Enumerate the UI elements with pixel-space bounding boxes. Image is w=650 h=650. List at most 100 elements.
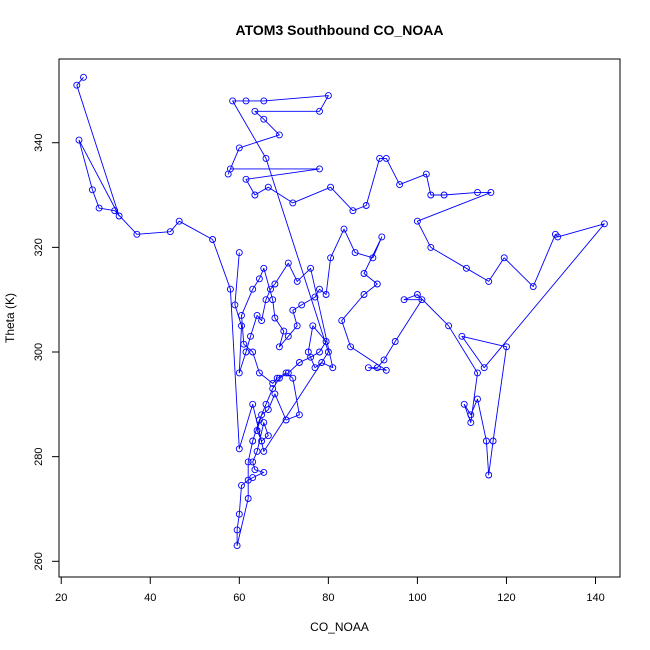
data-point <box>242 175 250 183</box>
x-axis-label: CO_NOAA <box>310 620 369 634</box>
x-tick-label: 140 <box>586 592 604 604</box>
data-point <box>362 202 370 209</box>
data-point <box>258 437 266 445</box>
data-point <box>271 280 279 288</box>
data-point <box>503 343 510 351</box>
data-point <box>255 369 263 377</box>
data-point <box>235 510 243 518</box>
data-point <box>316 107 323 115</box>
data-point <box>324 92 332 100</box>
data-point <box>80 73 87 81</box>
data-point <box>260 97 268 105</box>
data-point <box>474 395 481 403</box>
data-point <box>440 191 448 199</box>
data-point <box>166 228 174 236</box>
series-line <box>76 77 605 547</box>
data-point <box>400 296 408 304</box>
y-tick-label: 340 <box>33 134 45 152</box>
data-point <box>284 369 292 377</box>
data-point <box>289 306 297 314</box>
series-points <box>73 73 608 550</box>
data-point <box>73 81 81 89</box>
data-point <box>175 217 183 225</box>
data-point <box>467 419 475 427</box>
data-point <box>427 191 435 199</box>
data-point <box>340 225 348 233</box>
data-point <box>327 183 335 191</box>
data-point <box>233 526 241 534</box>
data-point <box>88 186 96 194</box>
data-point <box>249 458 257 466</box>
data-point <box>369 254 377 262</box>
x-tick-label: 40 <box>144 592 156 604</box>
x-tick-label: 120 <box>497 592 515 604</box>
data-point <box>329 364 337 372</box>
data-point <box>260 115 268 123</box>
y-tick-label: 260 <box>33 552 45 570</box>
data-point <box>262 154 270 162</box>
data-point <box>529 283 537 291</box>
data-point <box>271 314 279 322</box>
data-point <box>360 270 368 277</box>
data-point <box>244 495 252 502</box>
data-point <box>269 296 277 304</box>
data-point <box>489 437 497 445</box>
x-tick-label: 100 <box>408 592 426 604</box>
y-axis: 260 280 300 320 340 <box>33 134 60 570</box>
data-point <box>554 233 562 241</box>
data-point <box>275 374 283 382</box>
data-point <box>133 230 141 238</box>
data-point <box>485 277 493 285</box>
data-point <box>309 322 317 330</box>
data-point <box>238 311 245 319</box>
data-point <box>327 254 335 262</box>
data-point <box>275 343 283 351</box>
data-point <box>235 249 243 257</box>
data-point <box>485 471 493 479</box>
data-point <box>467 411 475 419</box>
y-axis-label: Theta (K) <box>3 293 17 343</box>
data-point <box>253 427 261 434</box>
data-point <box>255 416 263 424</box>
data-point <box>282 369 290 377</box>
series-lines <box>76 77 605 547</box>
data-point <box>427 243 435 251</box>
y-tick-label: 320 <box>33 238 45 256</box>
data-point <box>260 264 268 272</box>
data-point <box>269 385 277 393</box>
data-point <box>231 301 239 309</box>
data-point <box>293 322 301 330</box>
data-point <box>460 400 468 408</box>
data-point <box>304 348 312 356</box>
data-point <box>260 468 268 476</box>
data-point <box>264 432 272 440</box>
data-point <box>487 188 495 196</box>
data-point <box>295 359 303 366</box>
data-point <box>458 332 466 340</box>
data-point <box>251 466 259 474</box>
x-axis: 20 40 60 80 100 120 140 <box>55 576 605 604</box>
data-point <box>418 296 426 304</box>
data-point <box>262 400 270 408</box>
data-point <box>413 217 421 225</box>
data-point <box>244 458 252 466</box>
data-point <box>253 311 261 319</box>
data-point <box>209 236 217 243</box>
data-point <box>396 181 404 189</box>
data-point <box>293 277 301 285</box>
data-point <box>249 348 257 356</box>
data-point <box>373 364 381 372</box>
data-point <box>316 285 323 293</box>
data-point <box>280 327 288 335</box>
data-point <box>275 131 283 139</box>
data-point <box>338 317 346 325</box>
data-point <box>347 343 355 351</box>
data-point <box>373 280 381 288</box>
data-point <box>95 204 103 212</box>
data-point <box>249 285 257 293</box>
data-point <box>324 348 332 356</box>
data-point <box>226 165 234 173</box>
data-point <box>238 322 245 330</box>
data-point <box>376 154 384 162</box>
data-point <box>474 188 481 196</box>
